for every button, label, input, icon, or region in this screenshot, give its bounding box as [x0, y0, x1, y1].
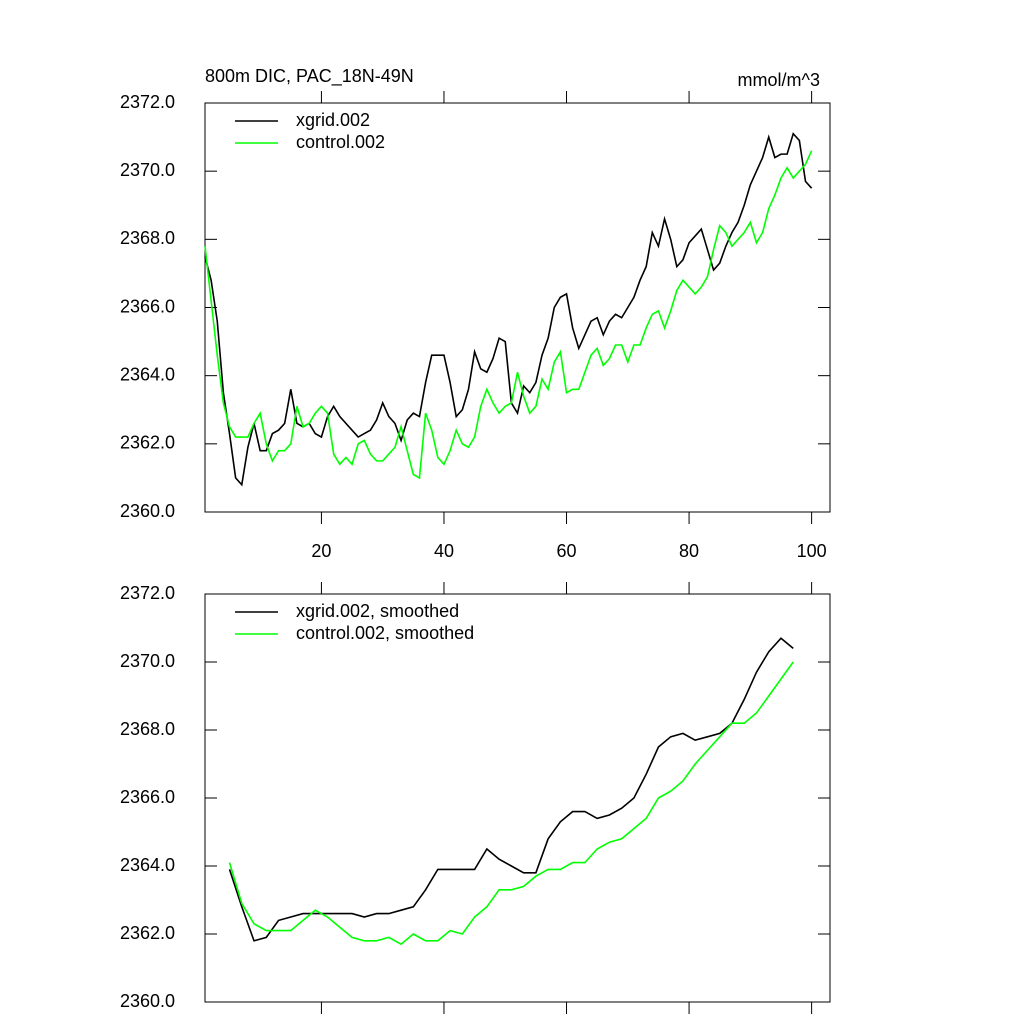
legend-label: control.002: [296, 132, 385, 152]
y-tick-label: 2362.0: [120, 923, 175, 943]
x-tick-label: 40: [434, 541, 454, 561]
y-tick-label: 2368.0: [120, 228, 175, 248]
y-tick-label: 2366.0: [120, 296, 175, 316]
y-tick-label: 2370.0: [120, 651, 175, 671]
y-tick-label: 2372.0: [120, 583, 175, 603]
y-tick-label: 2360.0: [120, 501, 175, 521]
y-tick-label: 2360.0: [120, 991, 175, 1011]
y-tick-label: 2366.0: [120, 787, 175, 807]
x-tick-label: 80: [679, 541, 699, 561]
x-tick-label: 100: [797, 541, 827, 561]
y-tick-label: 2368.0: [120, 719, 175, 739]
data-line: [204, 150, 813, 480]
legend-label: xgrid.002: [296, 110, 370, 130]
data-line: [228, 637, 794, 942]
units-label: mmol/m^3: [738, 70, 820, 90]
legend-label: control.002, smoothed: [296, 623, 474, 643]
legend-label: xgrid.002, smoothed: [296, 601, 459, 621]
chart-title: 800m DIC, PAC_18N-49N: [205, 66, 414, 87]
y-tick-label: 2364.0: [120, 364, 175, 384]
y-tick-label: 2364.0: [120, 855, 175, 875]
x-tick-label: 60: [557, 541, 577, 561]
y-tick-label: 2362.0: [120, 433, 175, 453]
y-tick-label: 2372.0: [120, 92, 175, 112]
x-tick-label: 20: [311, 541, 331, 561]
y-tick-label: 2370.0: [120, 160, 175, 180]
data-line: [228, 661, 794, 946]
